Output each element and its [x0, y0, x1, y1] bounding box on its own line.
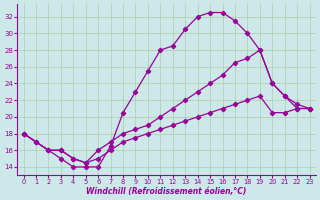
X-axis label: Windchill (Refroidissement éolien,°C): Windchill (Refroidissement éolien,°C): [86, 187, 247, 196]
